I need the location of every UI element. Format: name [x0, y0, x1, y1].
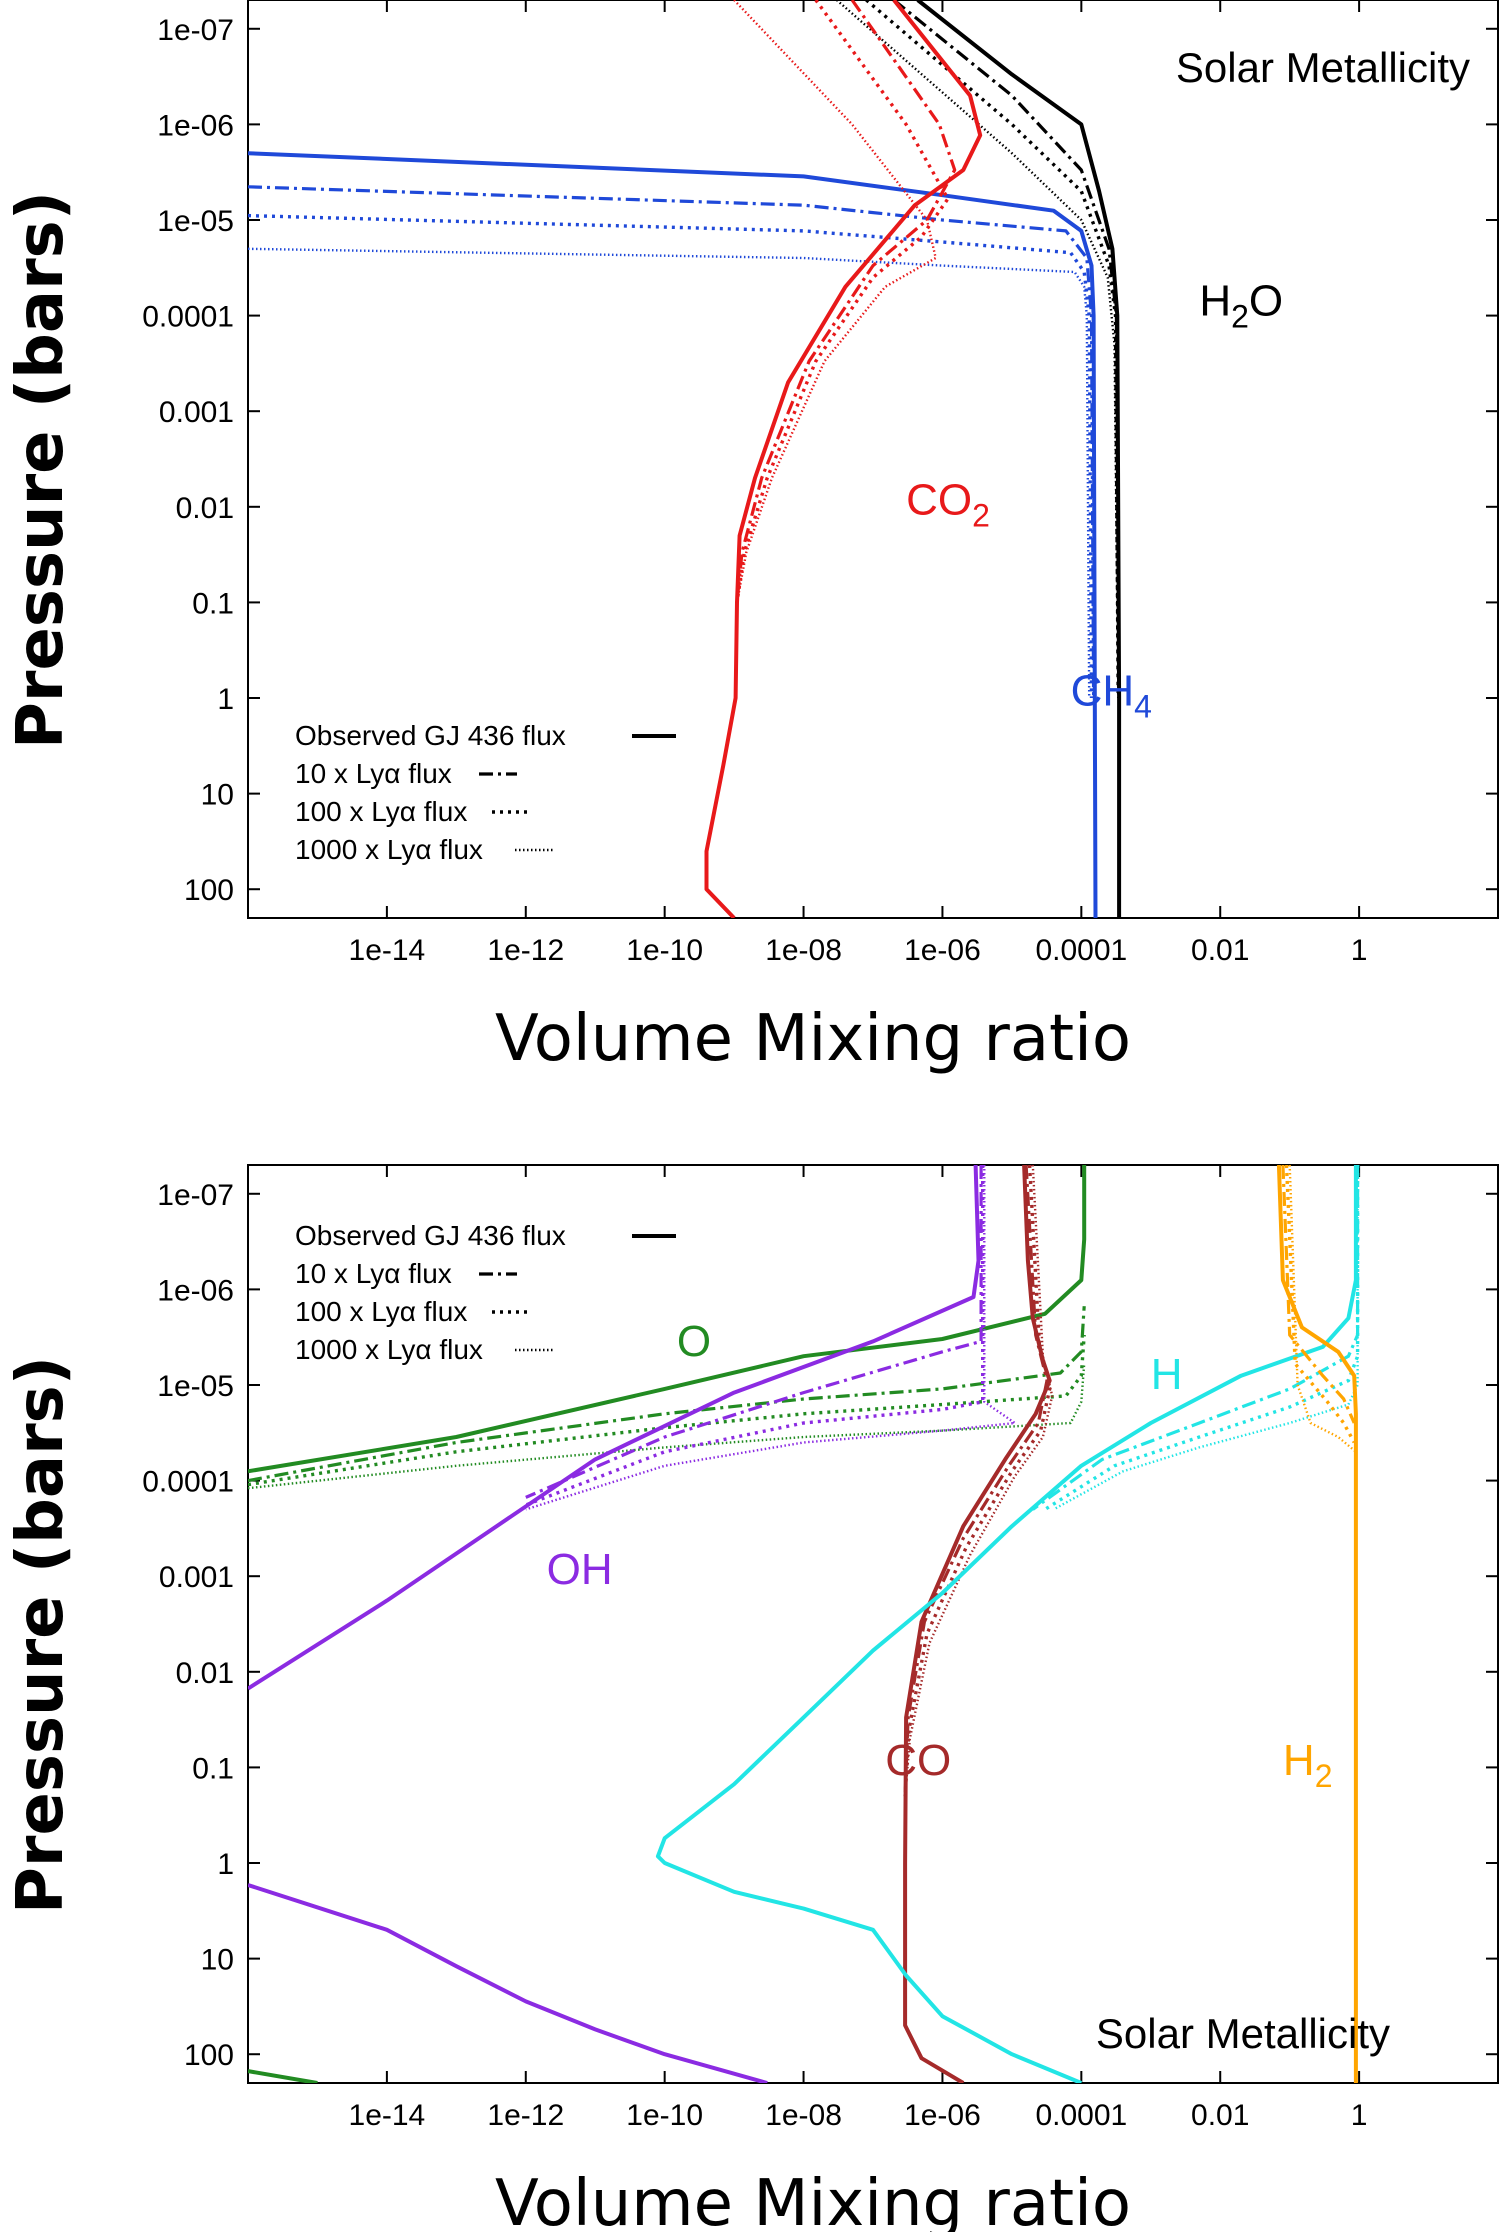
series-oh-solid: [248, 1165, 981, 1691]
y-tick-label: 0.001: [159, 1561, 234, 1594]
x-tick-label: 0.0001: [1035, 2099, 1127, 2132]
y-tick-label: 0.0001: [142, 1466, 234, 1499]
series-o-solid: [248, 1165, 1087, 1474]
series-co-dashdot: [903, 1165, 1049, 1797]
legend-label: 10 x Lyα flux: [295, 758, 452, 789]
y-tick-label: 1e-07: [157, 14, 234, 47]
series-h2o-dotted: [865, 0, 1120, 699]
series-h2-dotted: [1284, 1165, 1356, 1444]
series-group: [248, 1165, 1360, 2083]
label-h2o: H2O: [1199, 277, 1283, 335]
x-tick-label: 1e-06: [904, 2099, 981, 2132]
chart-panel-bottom: 1e-14 1e-12 1e-10 1e-08 1e-06 0.0001 0.01 1 1e-0…: [4, 1164, 1499, 2232]
chart-panel-top: 1e-14 1e-12 1e-10 1e-08 1e-06 0.0001 0.01 1 1e-0…: [4, 0, 1499, 1076]
legend-label: 1000 x Lyα flux: [295, 1334, 483, 1365]
x-tick-label: 1e-10: [626, 2099, 703, 2132]
x-axis-label: Volume Mixing ratio: [495, 1002, 1131, 1076]
label-oh: OH: [547, 1545, 613, 1594]
series-h2o-dashdot: [892, 0, 1121, 699]
series-group: [248, 0, 1122, 918]
series-oh-solid: [248, 1883, 768, 2083]
y-tick-label: 10: [201, 1944, 234, 1977]
chart-title: Solar Metallicity: [1176, 44, 1470, 91]
legend-label: 10 x Lyα flux: [295, 1258, 452, 1289]
legend-label: 100 x Lyα flux: [295, 1296, 467, 1327]
series-ch4-finedot: [248, 247, 1091, 699]
y-tick-label: 1e-05: [157, 205, 234, 238]
x-tick-label: 1: [1351, 934, 1368, 967]
x-tick-label: 1e-12: [487, 2099, 564, 2132]
series-h2o-finedot: [835, 0, 1120, 699]
series-oh-finedot: [525, 1165, 1016, 1511]
label-h2: H2: [1283, 1736, 1333, 1794]
y-tick-label: 10: [201, 779, 234, 812]
y-tick-label: 1e-05: [157, 1370, 234, 1403]
y-axis-label: Pressure (bars): [4, 191, 78, 749]
series-h-finedot: [1053, 1165, 1359, 1511]
series-h2-solid: [1276, 1165, 1358, 2083]
plot-frame: [247, 1164, 1499, 2084]
y-tick-label: 1: [217, 683, 234, 716]
y-tick-label: 1e-06: [157, 1274, 234, 1307]
x-tick-label: 1e-12: [487, 934, 564, 967]
series-h-solid: [655, 1165, 1358, 2083]
y-tick-label: 0.01: [176, 492, 234, 525]
series-o-dashdot: [248, 1306, 1086, 1483]
y-tick-label: 0.0001: [142, 301, 234, 334]
series-ch4-dotted: [248, 213, 1094, 699]
y-axis-label: Pressure (bars): [4, 1356, 78, 1914]
series-co2-dashdot: [735, 0, 957, 603]
x-tick-label: 1: [1351, 2099, 1368, 2132]
series-ch4-solid: [248, 151, 1098, 918]
x-axis-label: Volume Mixing ratio: [495, 2167, 1131, 2232]
legend-label: 1000 x Lyα flux: [295, 834, 483, 865]
x-tick-label: 1e-06: [904, 934, 981, 967]
x-tick-label: 0.01: [1191, 2099, 1249, 2132]
x-tick-label: 0.0001: [1035, 934, 1127, 967]
legend-label: 100 x Lyα flux: [295, 796, 467, 827]
series-co2-solid: [704, 0, 983, 918]
x-tick-label: 1e-08: [765, 934, 842, 967]
series-h2-dashdot: [1281, 1165, 1356, 1424]
x-tick-label: 1e-14: [349, 2099, 426, 2132]
y-tick-label: 100: [184, 2039, 234, 2072]
series-co-solid: [903, 1165, 1052, 2083]
y-tick-label: 100: [184, 874, 234, 907]
series-o-finedot: [248, 1363, 1086, 1490]
x-tick-label: 0.01: [1191, 934, 1249, 967]
y-tick-label: 1: [217, 1848, 234, 1881]
series-oh-dashdot: [525, 1165, 983, 1499]
label-co2: CO2: [906, 475, 990, 533]
x-tick-label: 1e-14: [349, 934, 426, 967]
label-h: H: [1151, 1350, 1183, 1399]
y-tick-label: 0.1: [192, 587, 234, 620]
legend-label: Observed GJ 436 flux: [295, 720, 566, 751]
series-ch4-dashdot: [248, 185, 1096, 699]
x-tick-label: 1e-08: [765, 2099, 842, 2132]
chart-title: Solar Metallicity: [1096, 2010, 1390, 2057]
series-co-finedot: [903, 1165, 1054, 1797]
label-co: CO: [885, 1736, 951, 1785]
plot-frame: [247, 0, 1499, 919]
series-o-solid: [248, 2069, 318, 2083]
series-h2-finedot: [1288, 1165, 1357, 1453]
y-tick-label: 1e-07: [157, 1179, 234, 1212]
y-tick-label: 1e-06: [157, 109, 234, 142]
y-tick-label: 0.001: [159, 396, 234, 429]
legend-label: Observed GJ 436 flux: [295, 1220, 566, 1251]
series-h-dotted: [1044, 1165, 1360, 1511]
x-tick-label: 1e-10: [626, 934, 703, 967]
label-ch4: CH4: [1071, 667, 1152, 725]
y-tick-label: 0.1: [192, 1752, 234, 1785]
y-tick-label: 0.01: [176, 1657, 234, 1690]
label-o: O: [677, 1317, 711, 1366]
